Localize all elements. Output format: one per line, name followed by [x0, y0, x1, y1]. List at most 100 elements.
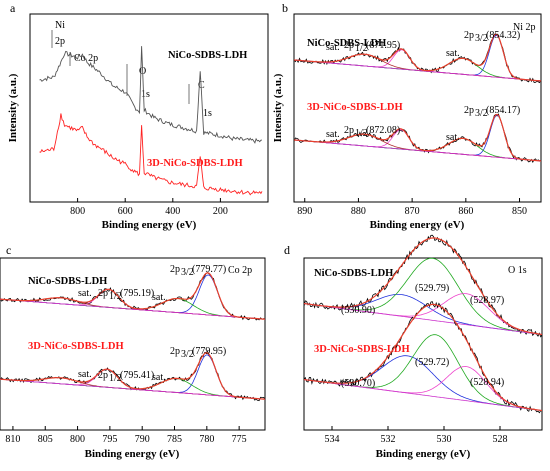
panel-c-xtick-label-4: 790: [135, 434, 150, 445]
panel-b-p12-label-0: 2p: [344, 40, 354, 51]
panel-c-sat-a-0: sat.: [78, 288, 92, 299]
panel-c-p32-value-0: (779.77): [192, 264, 226, 275]
tick-layer: 800 600 400 200 890 880 870 860 850 810 805 800 795 7…: [5, 198, 527, 445]
panel-b-title: Ni 2p: [513, 22, 536, 33]
panel-d-background-0: [303, 303, 543, 335]
panel-b-sat-b-1: sat.: [446, 132, 460, 143]
panel-b-sample-top: NiCo-SDBS-LDH: [307, 38, 386, 49]
panel-c-title: Co 2p: [228, 265, 252, 276]
panel-d-component-label-0-2: (528.97): [470, 295, 504, 306]
panel-c-p12-value-1: (795.41): [120, 370, 154, 381]
panel-b-sat-a-0: sat.: [326, 42, 340, 53]
panel-c-xtick-label-0: 810: [5, 434, 20, 445]
panel-b-xtick-label-4: 850: [512, 206, 527, 217]
panel-b-p32-sub-0: 3/2: [475, 33, 488, 44]
panel-b-xtick-label-2: 870: [405, 206, 420, 217]
panel-a-ylabel: Intensity (a.u.): [7, 73, 19, 142]
panel-b-letter: b: [282, 1, 288, 15]
panel-d-xlabel: Binding energy (eV): [376, 448, 471, 460]
panel-d-letter: d: [284, 243, 290, 257]
panel-b-p12-sub-0: 1/2: [355, 43, 368, 54]
panel-b-p12-value-0: (871.95): [366, 40, 400, 51]
panel-a-xtick-label-3: 200: [213, 206, 228, 217]
panel-d-sample-bottom: 3D-NiCo-SDBS-LDH: [314, 344, 410, 355]
panel-b-p12-value-1: (872.08): [366, 125, 400, 136]
panel-c-sample-top: NiCo-SDBS-LDH: [28, 276, 107, 287]
panel-a-xtick-label-0: 800: [70, 206, 85, 217]
panel-d-xtick-label-2: 530: [437, 434, 452, 445]
panel-d-xtick-label-1: 532: [381, 434, 396, 445]
panel-c-sat-b-1: sat.: [152, 372, 166, 383]
panel-c-p32-sub-0: 3/2: [181, 267, 194, 278]
panel-b-xtick-label-0: 890: [297, 206, 312, 217]
panel-c-xtick-label-6: 780: [199, 434, 214, 445]
panel-c-xtick-label-3: 795: [102, 434, 117, 445]
panel-d-component-label-0-0: (530.90): [341, 305, 375, 316]
panel-a-series-0: [39, 46, 263, 144]
panel-c-xtick-label-7: 775: [232, 434, 247, 445]
panel-b-p12-label-1: 2p: [344, 125, 354, 136]
panel-d-title: O 1s: [508, 265, 527, 276]
panel-c-p32-value-1: (779.95): [192, 346, 226, 357]
panel-b-p12-sub-1: 1/2: [355, 128, 368, 139]
panel-b-background-1: [293, 139, 542, 162]
panel-c-envelope-1: [0, 352, 266, 400]
panel-c-p12-sub-0: 1/2: [109, 291, 122, 302]
panel-d-component-label-0-1: (529.79): [415, 283, 449, 294]
panel-c-frame: [0, 257, 266, 431]
panel-b-sample-bottom: 3D-NiCo-SDBS-LDH: [307, 102, 403, 113]
panel-b-p32-label-0: 2p: [464, 30, 474, 41]
panel-d-xtick-label-3: 528: [493, 434, 508, 445]
panel-c-letter: c: [6, 243, 11, 257]
panel-a-legend-bottom: 3D-NiCo-SDBS-LDH: [147, 158, 243, 169]
panel-a-letter: a: [10, 1, 16, 15]
panel-d-frame: [303, 257, 543, 431]
panel-b-xtick-label-1: 880: [351, 206, 366, 217]
panel-a-xtick-label-1: 600: [118, 206, 133, 217]
panel-c-xlabel: Binding energy (eV): [85, 448, 180, 460]
panel-b-p32-label-1: 2p: [464, 105, 474, 116]
panel-b-xtick-label-3: 860: [458, 206, 473, 217]
panel-a-peak-o-1s: 1s: [141, 89, 150, 100]
panel-a-xlabel: Binding energy (eV): [102, 219, 197, 231]
panel-a-xtick-label-2: 400: [165, 206, 180, 217]
panel-c-sat-b-0: sat.: [152, 292, 166, 303]
panel-d-sample-top: NiCo-SDBS-LDH: [314, 268, 393, 279]
panel-b-ylabel: Intensity (a.u.): [272, 73, 284, 142]
panel-c-p12-label-1: 2p: [98, 370, 108, 381]
panel-a-peak-ni: Ni: [55, 20, 65, 31]
panel-b-p32-value-1: (854.17): [486, 105, 520, 116]
panel-d-component-label-1-0: (530.70): [341, 378, 375, 389]
panel-c-sat-a-1: sat.: [78, 369, 92, 380]
panel-c-p32-label-0: 2p: [170, 264, 180, 275]
panel-d-xtick-label-0: 534: [325, 434, 340, 445]
panel-b-background-0: [293, 59, 542, 82]
panel-c-xtick-label-5: 785: [167, 434, 182, 445]
panel-c-p32-sub-1: 3/2: [181, 349, 194, 360]
panel-a-peak-c-1s: 1s: [203, 108, 212, 119]
panel-c-p32-label-1: 2p: [170, 346, 180, 357]
panel-c-background-1: [0, 378, 266, 400]
panel-a-frame: [29, 13, 269, 203]
panel-b-xlabel: Binding energy (eV): [370, 219, 465, 231]
panel-c-sample-bottom: 3D-NiCo-SDBS-LDH: [28, 341, 124, 352]
panel-d-background-1: [303, 379, 543, 411]
panel-c-p12-label-0: 2p: [98, 288, 108, 299]
panel-d-envelope-1: [303, 303, 543, 412]
panel-d-component-label-1-2: (528.94): [470, 377, 504, 388]
curve-layer: [0, 33, 543, 414]
panel-b-sat-a-1: sat.: [326, 129, 340, 140]
panel-c-p12-value-0: (795.19): [120, 288, 154, 299]
panel-c-xtick-label-2: 800: [70, 434, 85, 445]
panel-b-p32-value-0: (854.32): [486, 30, 520, 41]
panel-c-background-0: [0, 298, 266, 320]
panel-a-legend-top: NiCo-SDBS-LDH: [168, 50, 247, 61]
panel-a-peak-ni-2p: 2p: [55, 36, 65, 47]
panel-b-frame: [293, 13, 542, 203]
panel-c-envelope-0: [0, 272, 266, 320]
annotation-layer: 2p 1/2(871.95)2p 3/2(854.32)sat.sat.2p 1/2(…: [51, 30, 520, 389]
panel-b-envelope-1: [293, 113, 542, 162]
panel-a-series-1: [39, 113, 263, 196]
panel-c-p12-sub-1: 1/2: [109, 373, 122, 384]
panel-b-p32-sub-1: 3/2: [475, 108, 488, 119]
